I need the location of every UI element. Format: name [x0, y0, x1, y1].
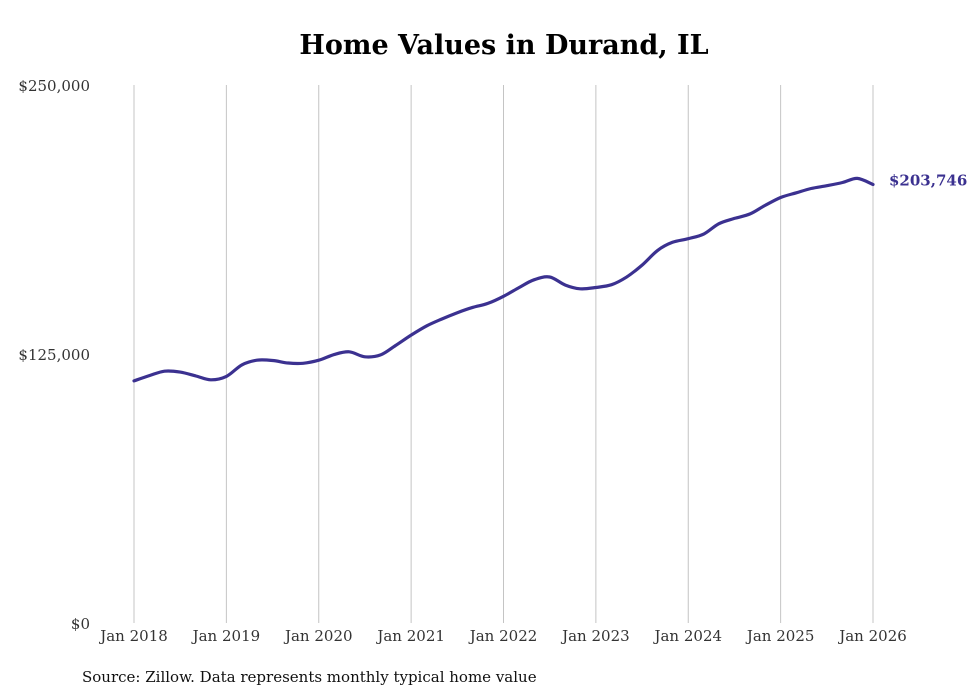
chart-title: Home Values in Durand, IL: [299, 30, 709, 61]
x-tick-label: Jan 2021: [375, 627, 445, 645]
y-tick-label: $0: [71, 615, 90, 633]
y-axis: $0 $125,000 $250,000: [18, 77, 90, 633]
x-tick-label: Jan 2024: [652, 627, 722, 645]
x-tick-label: Jan 2020: [283, 627, 353, 645]
y-tick-label: $125,000: [18, 346, 90, 364]
source-note: Source: Zillow. Data represents monthly …: [82, 668, 537, 686]
gridlines: [133, 85, 874, 623]
end-value-label: $203,746: [889, 172, 967, 190]
x-axis: Jan 2018 Jan 2019 Jan 2020 Jan 2021 Jan 2022…: [98, 627, 907, 645]
x-tick-label: Jan 2025: [745, 627, 815, 645]
y-tick-label: $250,000: [18, 77, 90, 95]
series-line: [132, 176, 875, 383]
x-tick-label: Jan 2022: [468, 627, 538, 645]
x-tick-label: Jan 2026: [837, 627, 907, 645]
x-tick-label: Jan 2018: [98, 627, 168, 645]
x-tick-label: Jan 2019: [191, 627, 261, 645]
x-tick-label: Jan 2023: [560, 627, 630, 645]
